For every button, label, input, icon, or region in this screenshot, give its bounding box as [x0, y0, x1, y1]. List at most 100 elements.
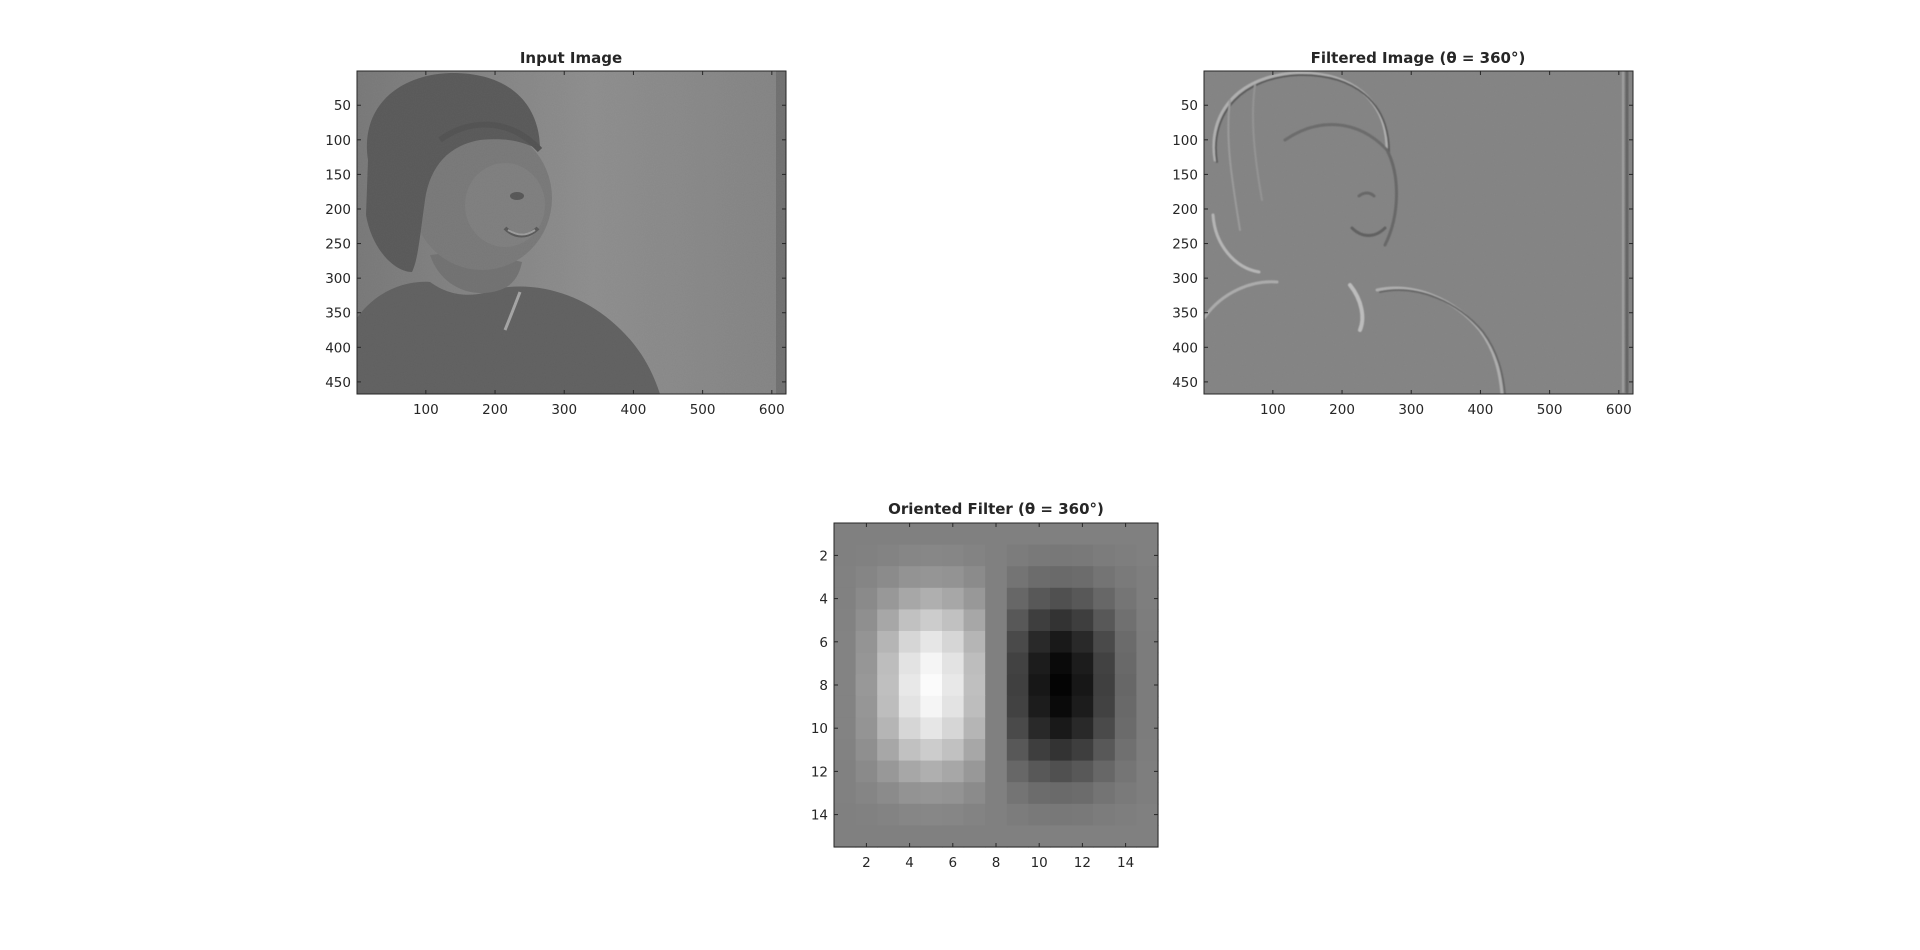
y-tick-label: 4 — [819, 592, 828, 608]
filter-cell — [855, 652, 878, 675]
x-tick-label: 600 — [759, 402, 785, 418]
filtered-image-frame — [1203, 70, 1634, 395]
filtered-photo — [1204, 71, 1633, 394]
filter-cell — [1028, 739, 1051, 762]
filter-cell — [898, 782, 921, 805]
y-tick-label: 300 — [1172, 271, 1198, 287]
filter-cell — [1028, 825, 1051, 848]
filter-cell — [1071, 695, 1094, 718]
filter-cell — [855, 587, 878, 610]
filter-cell — [1071, 652, 1094, 675]
filter-cell — [963, 544, 986, 567]
filter-cell — [1050, 523, 1073, 546]
filter-cell — [1114, 803, 1137, 826]
filter-cell — [855, 717, 878, 740]
filter-cell — [834, 760, 857, 783]
filter-cell — [1136, 652, 1159, 675]
x-tick-label: 200 — [1329, 402, 1355, 418]
filter-cell — [963, 587, 986, 610]
filter-cell — [942, 803, 965, 826]
filter-cell — [1093, 674, 1116, 697]
filter-cell — [1093, 695, 1116, 718]
filter-cell — [985, 782, 1008, 805]
y-tick-label: 400 — [325, 340, 351, 356]
filter-cell — [1114, 782, 1137, 805]
filter-cell — [985, 652, 1008, 675]
filter-cell — [1071, 523, 1094, 546]
filter-cell — [1071, 674, 1094, 697]
x-tick-label: 400 — [621, 402, 647, 418]
filter-cell — [877, 782, 900, 805]
filter-cell — [1093, 631, 1116, 654]
filter-cell — [1114, 760, 1137, 783]
y-tick-label: 50 — [334, 98, 351, 114]
y-tick-label: 450 — [325, 375, 351, 391]
filter-cell — [985, 803, 1008, 826]
filter-cell — [1114, 695, 1137, 718]
filter-cell — [1050, 825, 1073, 848]
filter-cell — [855, 674, 878, 697]
filter-cell — [1050, 739, 1073, 762]
filter-cell — [942, 739, 965, 762]
filter-cell — [1071, 782, 1094, 805]
filter-cell — [1114, 609, 1137, 632]
filter-cell — [1006, 674, 1029, 697]
y-tick-label: 150 — [1172, 167, 1198, 183]
filter-cell — [834, 631, 857, 654]
filter-cell — [1093, 825, 1116, 848]
filter-cell — [1006, 523, 1029, 546]
filter-cell — [834, 652, 857, 675]
filter-cell — [1006, 609, 1029, 632]
filter-cell — [985, 631, 1008, 654]
filtered-image-title: Filtered Image (θ = 360°) — [1311, 49, 1526, 67]
x-tick-label: 200 — [482, 402, 508, 418]
x-tick-label: 500 — [1537, 402, 1563, 418]
filter-cell — [1114, 739, 1137, 762]
filter-cell — [855, 631, 878, 654]
filter-cell — [834, 825, 857, 848]
filter-cell — [877, 760, 900, 783]
filter-cell — [1071, 825, 1094, 848]
filter-cell — [963, 652, 986, 675]
filter-cell — [1114, 631, 1137, 654]
filter-cell — [1028, 544, 1051, 567]
filter-cell — [1136, 695, 1159, 718]
filter-cell — [920, 566, 943, 589]
filter-cell — [1028, 674, 1051, 697]
filter-cell — [963, 782, 986, 805]
filter-cell — [920, 609, 943, 632]
filter-cell — [1114, 544, 1137, 567]
filter-cell — [898, 587, 921, 610]
filter-cell — [920, 652, 943, 675]
filter-cell — [920, 544, 943, 567]
filter-cell — [963, 631, 986, 654]
filter-cell — [1028, 803, 1051, 826]
filter-cell — [985, 544, 1008, 567]
y-tick-label: 250 — [1172, 237, 1198, 253]
y-tick-label: 6 — [819, 635, 828, 651]
filter-cell — [855, 782, 878, 805]
y-tick-label: 100 — [325, 133, 351, 149]
filter-cell — [877, 825, 900, 848]
input-image-title: Input Image — [520, 49, 622, 67]
filter-cell — [1028, 782, 1051, 805]
filter-cell — [1028, 760, 1051, 783]
filter-cell — [1006, 717, 1029, 740]
filter-cell — [855, 803, 878, 826]
filter-cell — [1050, 544, 1073, 567]
y-tick-label: 10 — [811, 721, 828, 737]
y-tick-label: 12 — [811, 764, 828, 780]
filter-cell — [1071, 587, 1094, 610]
filter-cell — [963, 695, 986, 718]
filter-cell — [963, 760, 986, 783]
x-tick-label: 14 — [1117, 855, 1134, 871]
filter-cell — [1006, 739, 1029, 762]
filter-cell — [1071, 717, 1094, 740]
filter-cell — [1050, 587, 1073, 610]
filter-cell — [877, 695, 900, 718]
filter-cell — [942, 674, 965, 697]
x-tick-label: 600 — [1606, 402, 1632, 418]
filter-cell — [1050, 717, 1073, 740]
filter-cell — [920, 695, 943, 718]
filtered-image-ticks: 100 200 300 400 500 600 50 100 150 200 250 300 350 40… — [1172, 71, 1633, 418]
